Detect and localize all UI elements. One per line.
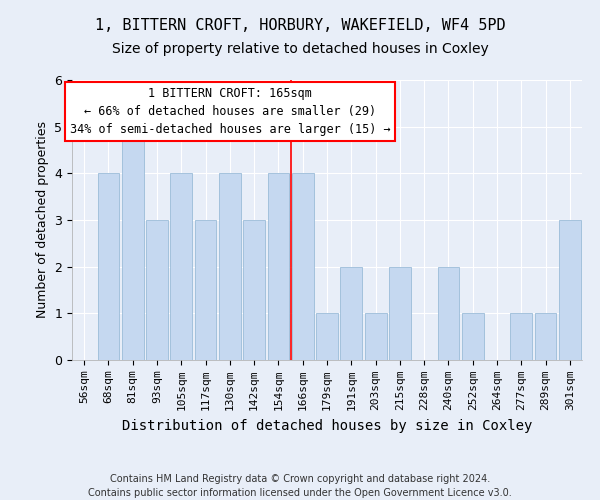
Bar bbox=[316, 314, 338, 360]
Bar bbox=[365, 314, 386, 360]
Y-axis label: Number of detached properties: Number of detached properties bbox=[36, 122, 49, 318]
Bar bbox=[219, 174, 241, 360]
Bar bbox=[511, 314, 532, 360]
Text: Size of property relative to detached houses in Coxley: Size of property relative to detached ho… bbox=[112, 42, 488, 56]
Bar bbox=[170, 174, 192, 360]
Bar bbox=[437, 266, 460, 360]
Bar bbox=[389, 266, 411, 360]
Bar bbox=[194, 220, 217, 360]
Bar bbox=[268, 174, 289, 360]
Bar bbox=[292, 174, 314, 360]
Text: 1, BITTERN CROFT, HORBURY, WAKEFIELD, WF4 5PD: 1, BITTERN CROFT, HORBURY, WAKEFIELD, WF… bbox=[95, 18, 505, 32]
Text: Contains HM Land Registry data © Crown copyright and database right 2024.
Contai: Contains HM Land Registry data © Crown c… bbox=[88, 474, 512, 498]
Bar bbox=[122, 126, 143, 360]
Text: 1 BITTERN CROFT: 165sqm
← 66% of detached houses are smaller (29)
34% of semi-de: 1 BITTERN CROFT: 165sqm ← 66% of detache… bbox=[70, 87, 390, 136]
Bar bbox=[146, 220, 168, 360]
Bar bbox=[535, 314, 556, 360]
Bar bbox=[243, 220, 265, 360]
Bar bbox=[97, 174, 119, 360]
Bar bbox=[559, 220, 581, 360]
X-axis label: Distribution of detached houses by size in Coxley: Distribution of detached houses by size … bbox=[122, 418, 532, 432]
Bar bbox=[340, 266, 362, 360]
Bar bbox=[462, 314, 484, 360]
